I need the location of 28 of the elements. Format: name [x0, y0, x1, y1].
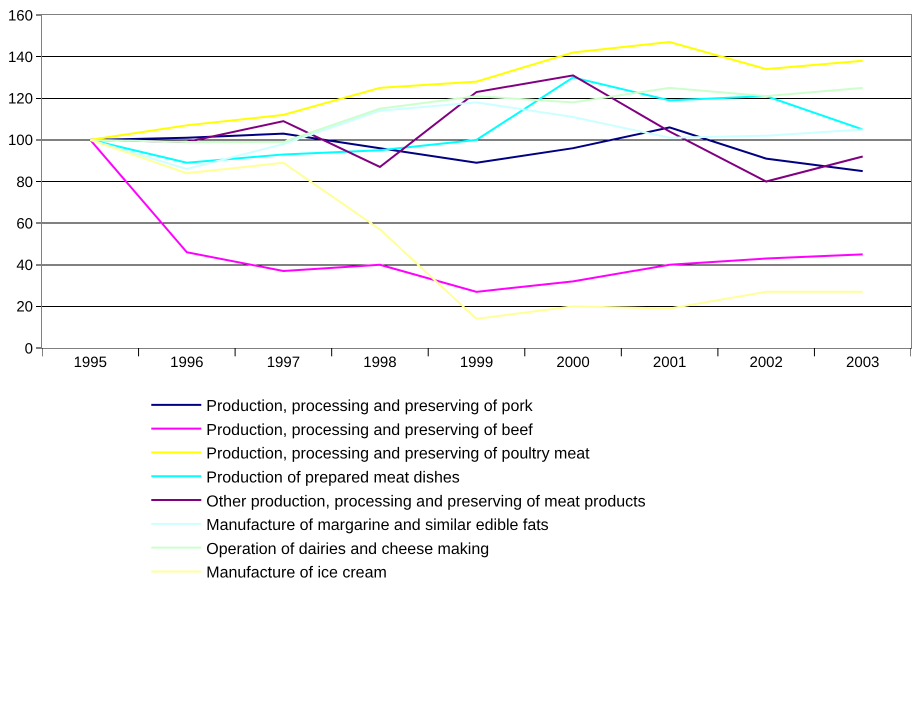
legend-label: Production, processing and preserving of pork [206, 398, 534, 416]
y-tick-label: 20 [16, 298, 33, 316]
y-tick-label: 140 [8, 48, 33, 66]
legend-label: Production, processing and preserving of beef [206, 422, 534, 439]
x-tick-label: 1995 [74, 354, 107, 371]
legend-label: Production of prepared meat dishes [206, 470, 460, 486]
x-tick-label: 1996 [170, 354, 204, 371]
x-tick-label: 1998 [363, 354, 397, 371]
x-tick-label: 2000 [556, 354, 590, 371]
x-tick-label: 2001 [652, 354, 686, 371]
y-tick-label: 160 [8, 7, 33, 24]
x-tick-label: 1997 [266, 354, 300, 371]
line-series [89, 86, 864, 143]
x-tick-label: 2003 [846, 354, 880, 371]
y-tick-label: 60 [16, 215, 33, 232]
legend-label: Manufacture of ice cream [206, 564, 387, 582]
x-tick-label: 1999 [460, 354, 494, 371]
legend-label: Operation of dairies and cheese making [206, 540, 490, 558]
y-tick-label: 40 [16, 257, 33, 274]
y-tick-label: 120 [8, 90, 33, 108]
x-tick-label: 2002 [749, 354, 783, 371]
legend-label: Other production, processing and preserving of meat products [206, 493, 646, 510]
y-tick-label: 0 [24, 340, 33, 358]
y-tick-label: 80 [16, 174, 33, 191]
y-tick-label: 100 [8, 132, 33, 150]
line-series [89, 41, 864, 141]
legend-label: Manufacture of margarine and similar edible fats [206, 517, 549, 534]
legend-label: Production, processing and preserving of poultry meat [206, 446, 590, 463]
